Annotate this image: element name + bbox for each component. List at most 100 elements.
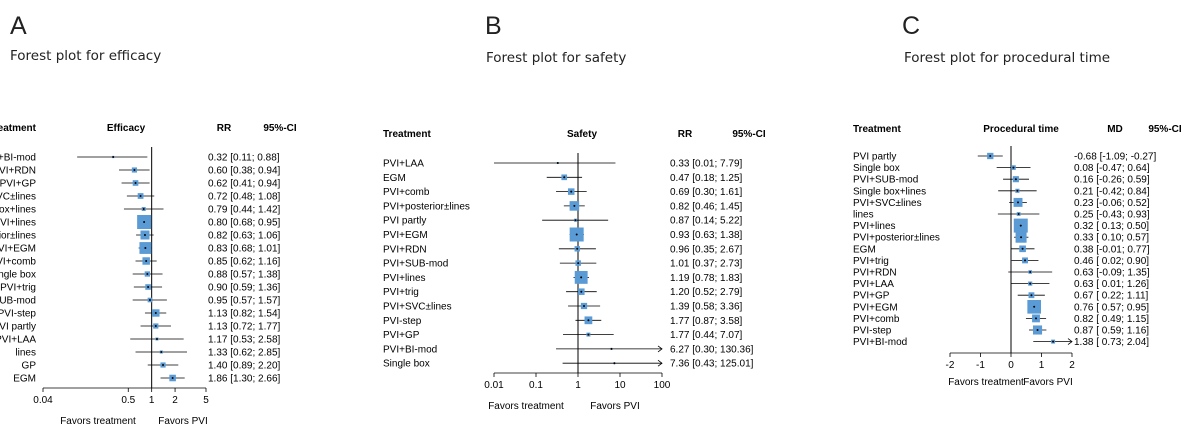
header-outcome: Procedural time [983, 124, 1059, 135]
estimate-value: 0.62 [0.41; 0.94] [208, 179, 281, 190]
estimate-point [613, 362, 616, 365]
x-tick-label: 5 [203, 395, 209, 406]
estimate-value: 0.23 [-0.06; 0.52] [1074, 198, 1150, 209]
treatment-label: PVI+posterior±lines [0, 231, 36, 242]
estimate-value: 1.77 [0.44; 7.07] [670, 330, 743, 341]
estimate-value: 0.33 [0.01; 7.79] [670, 159, 743, 170]
header-ci: 95%-CI [1148, 124, 1182, 135]
estimate-value: 1.01 [0.37; 2.73] [670, 259, 743, 270]
treatment-label: PVI+EGM [383, 230, 428, 241]
estimate-value: 0.33 [ 0.10; 0.57] [1074, 233, 1149, 244]
ci-arrow [657, 359, 663, 367]
header-measure: RR [217, 123, 232, 134]
estimate-point [1014, 178, 1017, 181]
forest-plot-safety: Treatment Safety RR 95%-CI PVI+LAA 0.33 [0.01… [383, 129, 766, 412]
forest-plot-procedural-time: Treatment Procedural time MD 95%-CI PVI part… [853, 124, 1182, 388]
estimate-value: 0.08 [-0.47; 0.64] [1074, 163, 1150, 174]
estimate-value: 1.40 [0.89; 2.20] [208, 361, 281, 372]
panel-b: B Forest plot for safety Treatment Safety… [340, 0, 780, 426]
estimate-point [142, 208, 145, 210]
treatment-label: PVI+GP [853, 291, 890, 302]
estimate-value: 7.36 [0.43; 125.01] [670, 359, 754, 370]
estimate-value: 0.87 [0.14; 5.22] [670, 216, 743, 227]
treatment-label: PVI+comb [383, 187, 430, 198]
treatment-label: PVI+comb [853, 314, 900, 325]
x-tick-label: 0.04 [33, 395, 53, 406]
estimate-value: 6.27 [0.30; 130.36] [670, 344, 754, 355]
x-tick-label: 1 [1039, 360, 1045, 371]
estimate-value: 0.82 [ 0.49; 1.15] [1074, 314, 1149, 325]
estimate-value: 0.63 [ 0.01; 1.26] [1074, 279, 1149, 290]
x-tick-label: 10 [614, 380, 626, 391]
panel-letter: C [902, 12, 921, 40]
treatment-label: PVI+SUB-mod [383, 259, 448, 270]
treatment-label: EGM [13, 374, 36, 385]
treatment-label: GP [22, 361, 37, 372]
estimate-point [1021, 247, 1024, 250]
estimate-value: 0.76 [ 0.57; 0.95] [1074, 302, 1149, 313]
estimate-point [989, 155, 992, 157]
estimate-value: 1.19 [0.78; 1.83] [670, 273, 743, 284]
estimate-point [1017, 201, 1020, 204]
panel-c: C Forest plot for procedural time Treatm… [780, 0, 1192, 426]
estimate-point [1036, 329, 1039, 331]
estimate-point [575, 233, 578, 236]
treatment-label: PVI+posterior±lines [853, 233, 940, 244]
treatment-label: PVI+SVC±lines [853, 198, 922, 209]
favors-treatment-label: Favors treatment [488, 401, 564, 412]
estimate-point [154, 325, 157, 327]
estimate-value: 1.20 [0.52; 2.79] [670, 287, 743, 298]
estimate-value: 0.67 [ 0.22; 1.11] [1074, 291, 1149, 302]
treatment-label: PVI+BI-mod [383, 344, 437, 355]
estimate-value: 0.93 [0.63; 1.38] [670, 230, 743, 241]
estimate-value: 0.96 [0.35; 2.67] [670, 244, 743, 255]
estimate-point [573, 204, 576, 207]
treatment-label: PVI partly [383, 216, 426, 227]
estimate-point [563, 176, 566, 179]
estimate-point [1019, 224, 1022, 227]
header-treatment: Treatment [383, 129, 431, 140]
estimate-point [1029, 271, 1032, 273]
x-tick-label: 2 [172, 395, 178, 406]
treatment-label: Single box+lines [853, 186, 926, 197]
estimate-value: 0.21 [-0.42; 0.84] [1074, 186, 1150, 197]
panel-letter: A [10, 12, 27, 40]
panel-title: Forest plot for safety [486, 50, 627, 66]
x-tick-label: 0.01 [484, 380, 504, 391]
treatment-label: PVI partly [0, 322, 36, 333]
estimate-value: 0.88 [0.57; 1.38] [208, 270, 281, 281]
estimate-point [1017, 213, 1020, 215]
estimate-value: 1.39 [0.58; 3.36] [670, 302, 743, 313]
treatment-label: PVI-step [383, 316, 422, 327]
treatment-label: PVI+RDN [0, 166, 36, 177]
estimate-point [143, 221, 146, 223]
estimate-value: 0.80 [0.68; 0.95] [208, 218, 281, 229]
ci-arrow [1067, 338, 1073, 345]
header-outcome: Safety [567, 129, 597, 140]
treatment-label: Single box [853, 163, 900, 174]
estimate-point [162, 364, 165, 366]
estimate-point [580, 276, 583, 279]
treatment-label: PVI+BI-mod [0, 153, 36, 164]
panel-title: Forest plot for procedural time [904, 50, 1111, 66]
estimate-value: 0.25 [-0.43; 0.93] [1074, 210, 1150, 221]
treatment-label: PVI+posterior±lines [383, 201, 470, 212]
treatment-label: Single box+lines [0, 205, 36, 216]
estimate-point [587, 319, 590, 322]
estimate-value: 1.33 [0.62; 2.85] [208, 348, 281, 359]
treatment-label: PVI+LAA [853, 279, 894, 290]
treatment-label: PVI+GP [383, 330, 420, 341]
estimate-value: 1.77 [0.87; 3.58] [670, 316, 743, 327]
estimate-point [154, 312, 157, 314]
estimate-point [147, 286, 150, 288]
treatment-label: PVI+SVC±lines [383, 302, 452, 313]
panel-title: Forest plot for efficacy [10, 48, 162, 64]
treatment-label: PVI+RDN [853, 268, 897, 279]
estimate-point [1020, 236, 1023, 239]
estimate-value: -0.68 [-1.09; -0.27] [1074, 152, 1156, 163]
treatment-label: PVI+SUB-mod [0, 296, 36, 307]
estimate-point [576, 247, 579, 250]
favors-treatment-label: Favors treatment [948, 377, 1024, 388]
estimate-point [1030, 294, 1033, 297]
estimate-point [1033, 305, 1036, 308]
